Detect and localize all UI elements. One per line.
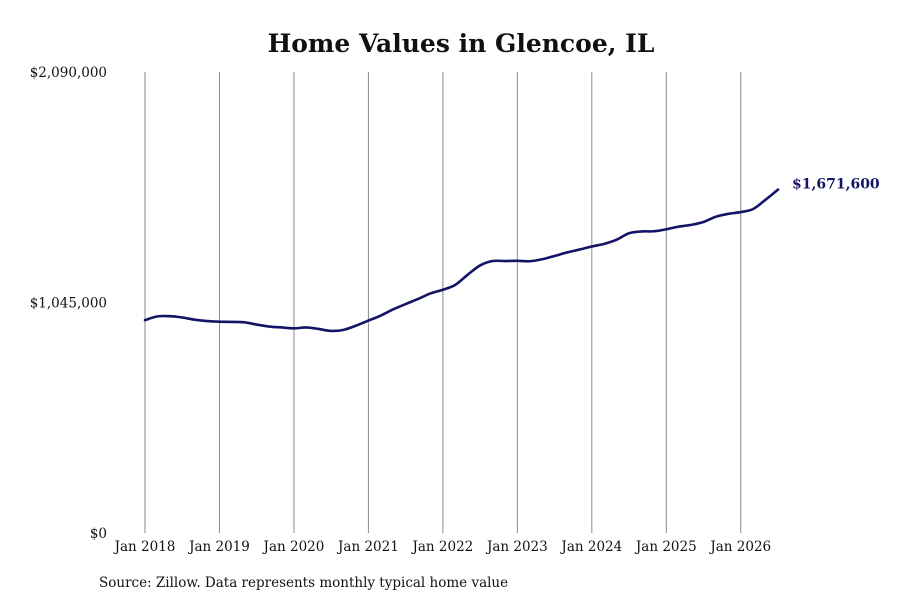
x-tick-label: Jan 2019	[187, 539, 250, 555]
x-tick-label: Jan 2024	[559, 539, 622, 555]
gridlines	[144, 72, 742, 533]
x-tick-label: Jan 2023	[485, 539, 548, 555]
source-note: Source: Zillow. Data represents monthly …	[99, 575, 508, 591]
y-tick-label: $0	[90, 526, 107, 542]
series-layer: $1,671,600	[143, 177, 880, 333]
end-value-label: $1,671,600	[792, 177, 880, 193]
x-tick-label: Jan 2020	[262, 539, 325, 555]
y-axis-tick-labels: $0 $1,045,000 $2,090,000	[30, 65, 107, 542]
x-tick-label: Jan 2021	[336, 539, 399, 555]
y-tick-label: $2,090,000	[30, 65, 107, 81]
x-axis-tick-labels: Jan 2018 Jan 2019 Jan 2020 Jan 2021 Jan 2022…	[113, 539, 772, 555]
x-tick-label: Jan 2022	[410, 539, 473, 555]
home-value-line	[143, 188, 780, 333]
y-tick-label: $1,045,000	[30, 296, 107, 312]
x-tick-label: Jan 2018	[113, 539, 176, 555]
chart-title: Home Values in Glencoe, IL	[268, 29, 655, 58]
x-tick-label: Jan 2026	[708, 539, 771, 555]
x-tick-label: Jan 2025	[634, 539, 697, 555]
